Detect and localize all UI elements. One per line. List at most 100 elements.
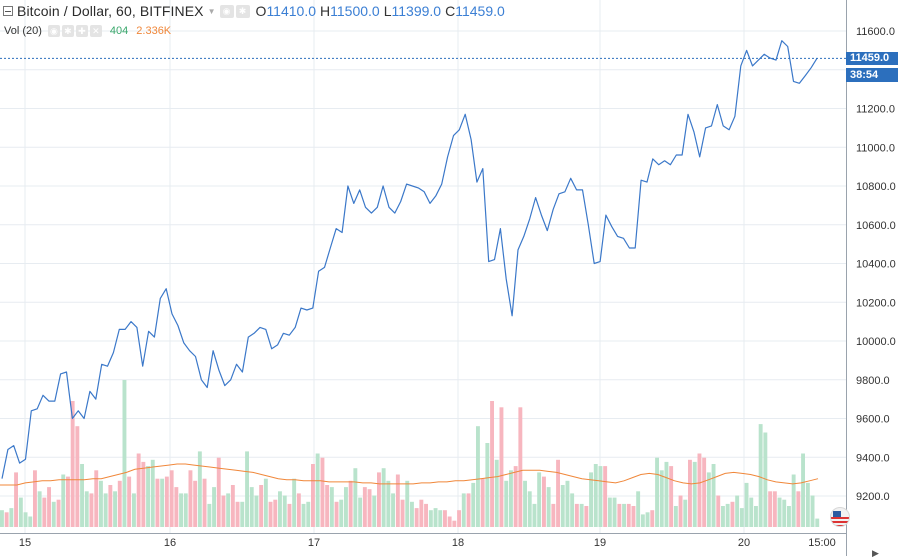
add-icon[interactable]: ✚ <box>75 25 88 37</box>
volume-bar <box>179 493 183 527</box>
volume-bar <box>626 503 631 527</box>
volume-bar <box>273 499 278 527</box>
volume-bar <box>132 493 136 527</box>
volume-bar <box>485 443 490 527</box>
volume-bar <box>716 495 721 527</box>
volume-bar <box>805 482 810 527</box>
volume-bar <box>622 503 626 527</box>
volume-bar <box>584 506 589 527</box>
volume-bar <box>306 501 311 527</box>
volume-bar <box>523 480 527 527</box>
volume-bar <box>546 487 551 527</box>
volume-bar <box>183 493 188 527</box>
volume-bar <box>476 426 480 527</box>
volume-bar <box>207 503 212 527</box>
eye-icon[interactable]: ◉ <box>219 4 234 18</box>
volume-bar <box>320 457 325 527</box>
volume-bar <box>14 472 18 527</box>
volume-bar <box>113 491 117 527</box>
volume-bar <box>640 514 645 527</box>
volume-bar <box>400 499 405 527</box>
volume-ma-value: 2.336K <box>136 25 172 37</box>
volume-bar <box>471 482 476 527</box>
volume-bar <box>212 487 216 527</box>
volume-bar <box>518 407 523 527</box>
volume-bar <box>419 499 424 527</box>
price-tick-label: 11600.0 <box>856 26 895 38</box>
volume-bar <box>362 487 367 527</box>
low-value: 11399.0 <box>391 3 442 19</box>
volume-bar <box>598 466 603 527</box>
open-key: O <box>255 3 267 19</box>
volume-bar <box>428 510 433 527</box>
time-tick-label: 16 <box>164 537 176 549</box>
price-tick-label: 9800.0 <box>856 375 890 387</box>
volume-bar <box>221 495 226 527</box>
close-icon[interactable]: ✕ <box>89 25 102 37</box>
volume-bar <box>702 457 707 527</box>
eye-icon[interactable]: ◉ <box>47 25 60 37</box>
volume-bar <box>655 457 659 527</box>
volume-bar <box>391 493 395 527</box>
volume-bar <box>645 512 650 527</box>
volume-bar <box>292 478 297 527</box>
volume-bar <box>202 478 207 527</box>
volume-bar <box>259 485 264 527</box>
volume-bar <box>607 497 612 527</box>
volume-bar <box>103 493 108 527</box>
volume-bar <box>216 457 221 527</box>
volume-bar <box>414 508 419 527</box>
volume-bar <box>23 512 28 527</box>
volume-bar <box>673 506 678 527</box>
us-flag-icon[interactable] <box>830 507 850 527</box>
volume-bar <box>80 464 84 527</box>
volume-bar <box>329 487 334 527</box>
high-key: H <box>320 3 331 19</box>
gear-icon[interactable]: ✱ <box>61 25 74 37</box>
volume-bar <box>410 501 414 527</box>
volume-label[interactable]: Vol (20) <box>4 25 42 37</box>
volume-bar <box>348 480 353 527</box>
volume-bar <box>688 459 692 527</box>
volume-bar <box>367 489 372 527</box>
volume-bar <box>730 501 735 527</box>
volume-bar <box>490 401 494 527</box>
price-tick-label: 9400.0 <box>856 452 890 464</box>
gear-icon[interactable]: ✱ <box>235 4 250 18</box>
volume-bar <box>197 451 202 527</box>
volume-bar <box>815 518 820 527</box>
volume-bar <box>353 468 358 527</box>
volume-bar <box>504 480 509 527</box>
volume-bar <box>683 499 688 527</box>
volume-bar <box>461 493 466 527</box>
close-value: 11459.0 <box>455 3 505 19</box>
collapse-legend-icon[interactable] <box>3 6 13 16</box>
volume-bar <box>494 459 499 527</box>
volume-bar <box>810 495 815 527</box>
chevron-right-icon[interactable]: ▶ <box>872 548 879 558</box>
volume-bar <box>9 508 14 527</box>
volume-bar <box>282 495 287 527</box>
chevron-down-icon[interactable]: ▼ <box>207 6 216 16</box>
volume-bar <box>692 461 697 527</box>
volume-bar <box>782 499 787 527</box>
low-key: L <box>383 3 392 19</box>
volume-bar <box>89 493 94 527</box>
volume-bar <box>141 461 146 527</box>
volume-bar <box>551 503 556 527</box>
volume-bar <box>301 503 306 527</box>
volume-bar <box>268 501 273 527</box>
volume-bar <box>749 497 754 527</box>
symbol-title[interactable]: Bitcoin / Dollar, 60, BITFINEX <box>17 3 204 19</box>
volume-bar <box>245 451 249 527</box>
volume-bar <box>70 401 75 527</box>
volume-bar <box>84 491 89 527</box>
volume-bar <box>0 510 4 527</box>
volume-bar <box>108 485 113 527</box>
volume-bar <box>452 520 457 527</box>
volume-bar <box>240 501 245 527</box>
volume-bar <box>763 432 768 527</box>
volume-bar <box>37 491 42 527</box>
